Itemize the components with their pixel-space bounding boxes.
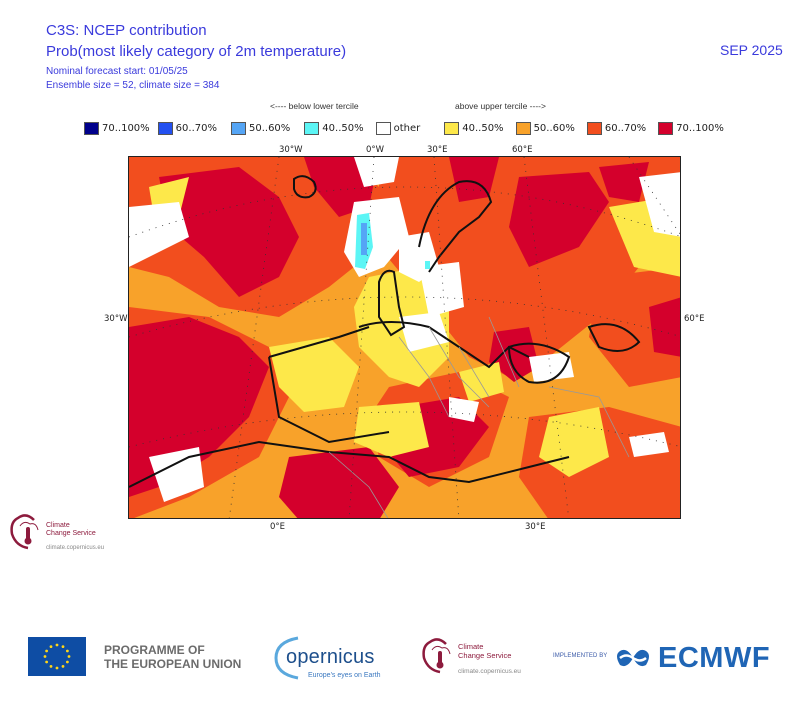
legend-label: 50..60%: [533, 123, 575, 134]
lon-label-30e-top: 30°E: [427, 145, 448, 155]
legend-label: 60..70%: [604, 123, 647, 134]
legend-swatch: [230, 122, 246, 135]
legend-label: 40..50%: [322, 123, 364, 134]
footer-logos: PROGRAMME OF THE EUROPEAN UNION opernicu…: [0, 630, 800, 690]
above-tercile-label: above upper tercile ---->: [455, 101, 546, 111]
legend-swatch: [84, 122, 99, 135]
ecmwf-wordmark: ECMWF: [658, 641, 771, 674]
implemented-by-label: IMPLEMENTED BY: [553, 653, 608, 659]
climate-change-service-footer-logo: Climate Change Service climate.copernicu…: [420, 634, 540, 684]
legend-item: 70..100%: [658, 122, 724, 135]
legend-item: 60..70%: [157, 122, 217, 135]
legend-swatch: [375, 122, 391, 135]
lon-label-30w: 30°W: [279, 145, 303, 155]
legend-label: other: [393, 123, 421, 134]
lon-label-0w: 0°W: [366, 145, 385, 155]
ccs-footer-name: Climate Change Service: [458, 642, 512, 660]
ccs-small-name: Climate Change Service: [46, 522, 96, 537]
lat-label-right: 60°E: [684, 314, 705, 324]
eu-flag-icon: [28, 637, 86, 676]
legend-swatch: [658, 122, 674, 135]
legend: 70..100% 60..70% 50..60% 40..50% other 4…: [84, 122, 732, 135]
below-tercile-label: <---- below lower tercile: [270, 101, 359, 111]
chart-title: C3S: NCEP contribution: [46, 22, 207, 39]
climate-change-service-logo: Climate Change Service climate.copernicu…: [8, 512, 128, 557]
copernicus-wordmark: opernicus: [286, 646, 375, 668]
legend-item: 60..70%: [586, 122, 647, 135]
lat-label-left: 30°W: [104, 314, 128, 324]
forecast-start: Nominal forecast start: 01/05/25: [46, 66, 188, 77]
legend-swatch: [586, 122, 602, 135]
legend-swatch: [304, 122, 320, 135]
copernicus-tagline: Europe's eyes on Earth: [308, 672, 381, 679]
ccs-small-url: climate.copernicus.eu: [46, 545, 105, 551]
legend-item: 50..60%: [515, 122, 575, 135]
lon-label-60e-top: 60°E: [512, 145, 533, 155]
legend-label: 70..100%: [676, 123, 724, 134]
legend-item: 40..50%: [444, 122, 504, 135]
legend-swatch: [444, 122, 460, 135]
chart-subtitle: Prob(most likely category of 2m temperat…: [46, 43, 347, 60]
legend-swatch: [515, 122, 531, 135]
ecmwf-logo: ECMWF: [614, 642, 770, 674]
lon-label-30e-bottom: 30°E: [525, 522, 546, 532]
legend-item: 50..60%: [230, 122, 291, 135]
valid-month: SEP 2025: [720, 42, 783, 58]
thermometer-cloud-icon: [10, 514, 39, 550]
legend-label: 60..70%: [175, 123, 217, 134]
map-canvas: [129, 157, 680, 518]
lon-label-0e: 0°E: [270, 522, 286, 532]
probability-map: [128, 156, 681, 519]
legend-item: other: [375, 122, 421, 135]
ccs-footer-url: climate.copernicus.eu: [458, 668, 521, 675]
legend-item: 40..50%: [304, 122, 364, 135]
legend-label: 70..100%: [102, 123, 150, 134]
legend-label: 50..60%: [248, 123, 291, 134]
thermometer-cloud-icon: [422, 638, 451, 674]
legend-swatch: [157, 122, 173, 135]
ecmwf-waves-icon: [617, 649, 649, 667]
copernicus-logo: opernicus Europe's eyes on Earth: [272, 634, 392, 684]
legend-label: 40..50%: [462, 123, 504, 134]
eu-programme-text: PROGRAMME OF THE EUROPEAN UNION: [104, 643, 242, 671]
ensemble-size: Ensemble size = 52, climate size = 384: [46, 80, 220, 91]
copernicus-arc-icon: [274, 636, 299, 680]
legend-item: 70..100%: [84, 122, 150, 135]
